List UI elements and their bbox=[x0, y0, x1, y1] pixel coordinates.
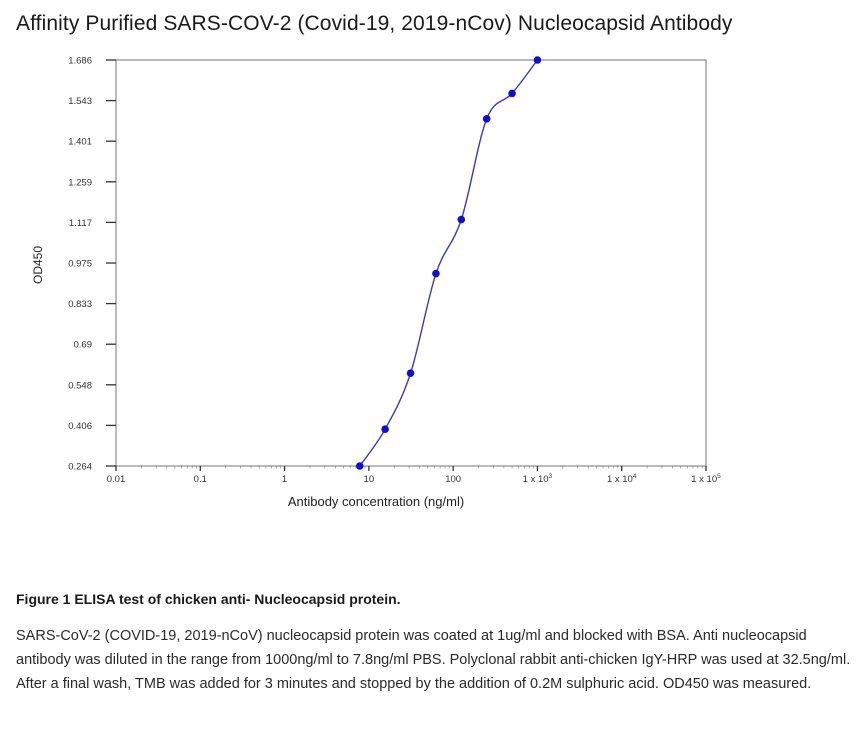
x-tick-label: 1 x 103 bbox=[523, 473, 553, 485]
x-tick-label: 0.1 bbox=[194, 474, 207, 485]
data-point bbox=[406, 369, 415, 378]
x-tick-label: 1 bbox=[282, 474, 287, 485]
fit-curve bbox=[359, 59, 538, 467]
y-tick-label: 1.543 bbox=[68, 96, 92, 107]
fit-curve-group bbox=[359, 59, 538, 467]
x-tick-exponent: 3 bbox=[549, 473, 553, 480]
y-tick-label: 0.975 bbox=[68, 259, 92, 270]
y-tick-label: 0.69 bbox=[74, 340, 93, 351]
y-tick-label: 0.833 bbox=[68, 299, 92, 310]
data-point bbox=[432, 269, 440, 278]
data-point bbox=[381, 425, 389, 433]
figure-caption-body: SARS-CoV-2 (COVID-19, 2019-nCoV) nucleoc… bbox=[16, 628, 851, 692]
y-tick-label: 1.401 bbox=[68, 137, 92, 148]
data-point bbox=[508, 89, 516, 98]
y-axis-title: OD450 bbox=[31, 246, 45, 284]
x-tick-label: 10 bbox=[364, 474, 375, 485]
y-tick-label: 0.406 bbox=[68, 421, 92, 432]
y-tick-label: 1.686 bbox=[68, 56, 92, 67]
data-point bbox=[457, 215, 466, 224]
chart-svg: 0.264 0.406 0.548 0.69 0.833 0.975 1.117 1.259 1… bbox=[31, 56, 721, 510]
x-axis-title: Antibody concentration (ng/ml) bbox=[288, 494, 464, 509]
x-tick-exponent: 4 bbox=[633, 473, 637, 480]
y-tick-label: 1.259 bbox=[68, 177, 92, 188]
data-point bbox=[355, 462, 364, 470]
x-axis: 0.01 0.1 1 10 100 1 x 103 1 x 104 1 x 105 bbox=[107, 466, 721, 485]
figure-caption-title: Figure 1 ELISA test of chicken anti- Nuc… bbox=[16, 591, 401, 607]
plot-frame bbox=[115, 59, 707, 467]
x-tick-label: 0.01 bbox=[107, 474, 126, 485]
data-points bbox=[355, 56, 542, 470]
data-point bbox=[533, 56, 542, 64]
plot-border bbox=[115, 59, 707, 467]
x-tick-label: 1 x 105 bbox=[691, 473, 721, 485]
data-point bbox=[482, 115, 491, 123]
page-title: Affinity Purified SARS-COV-2 (Covid-19, … bbox=[16, 12, 733, 35]
y-tick-label: 1.117 bbox=[69, 218, 92, 229]
x-tick-label: 1 x 104 bbox=[607, 473, 637, 485]
elisa-chart: 0.264 0.406 0.548 0.69 0.833 0.975 1.117 1.259 1… bbox=[31, 56, 721, 510]
y-tick-label: 0.264 bbox=[68, 462, 92, 473]
x-tick-label: 100 bbox=[445, 474, 461, 485]
y-axis: 0.264 0.406 0.548 0.69 0.833 0.975 1.117 1.259 1… bbox=[68, 56, 116, 473]
x-tick-exponent: 5 bbox=[717, 473, 721, 480]
y-tick-label: 0.548 bbox=[68, 380, 92, 391]
